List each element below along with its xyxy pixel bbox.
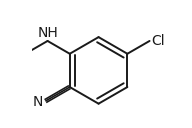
Text: Cl: Cl	[151, 34, 165, 48]
Text: NH: NH	[38, 26, 59, 40]
Text: N: N	[33, 95, 43, 109]
